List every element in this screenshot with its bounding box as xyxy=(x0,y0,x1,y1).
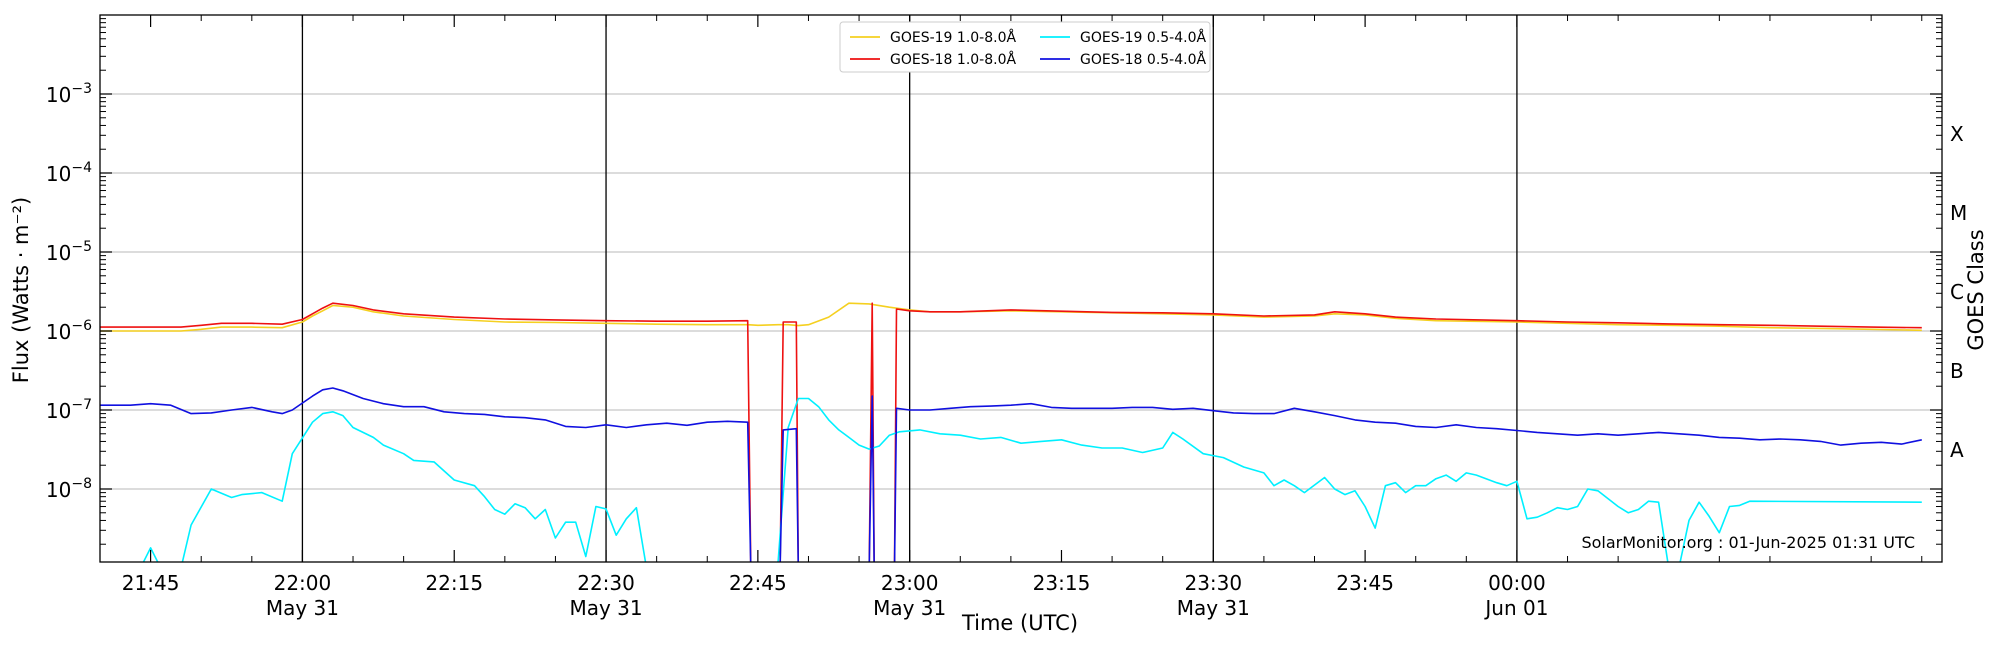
x-tick-date-label: May 31 xyxy=(266,596,339,620)
goes-class-label: X xyxy=(1950,122,1964,146)
legend-label-4: GOES-18 0.5-4.0Å xyxy=(1080,51,1206,68)
y-axis-title: Flux (Watts · m⁻²) xyxy=(9,197,33,383)
x-tick-label: 22:45 xyxy=(729,571,787,595)
x-tick-label: 23:45 xyxy=(1336,571,1394,595)
goes-class-label: A xyxy=(1950,438,1964,462)
y-tick-label: 10−8 xyxy=(46,476,92,502)
y-tick-label: 10−3 xyxy=(46,81,92,107)
x-tick-date-label: Jun 01 xyxy=(1483,596,1548,620)
series-line-3 xyxy=(142,397,1922,562)
x-tick-label: 22:30 xyxy=(577,571,635,595)
x-tick-label: 21:45 xyxy=(122,571,180,595)
x-tick-date-label: May 31 xyxy=(873,596,946,620)
goes-class-label: M xyxy=(1950,201,1967,225)
legend-label-1: GOES-19 1.0-8.0Å xyxy=(890,29,1016,46)
goes-class-label: C xyxy=(1950,280,1964,304)
y-tick-label: 10−5 xyxy=(46,239,92,265)
series-line-2 xyxy=(100,302,1922,562)
series-line-1 xyxy=(100,302,1922,332)
x-tick-label: 22:15 xyxy=(425,571,483,595)
x-tick-date-label: May 31 xyxy=(1177,596,1250,620)
series-line-4 xyxy=(100,387,1922,562)
x-axis-title: Time (UTC) xyxy=(961,611,1078,635)
x-tick-label: 23:30 xyxy=(1184,571,1242,595)
credit-text: SolarMonitor.org : 01-Jun-2025 01:31 UTC xyxy=(1581,533,1915,552)
goes-class-axis-title: GOES Class xyxy=(1964,229,1988,350)
legend-box xyxy=(839,21,1211,73)
plot-frame xyxy=(99,14,1943,563)
x-tick-label: 23:00 xyxy=(881,571,939,595)
x-tick-label: 23:15 xyxy=(1033,571,1091,595)
x-tick-label: 00:00 xyxy=(1488,571,1546,595)
y-tick-label: 10−4 xyxy=(46,160,92,186)
y-tick-label: 10−7 xyxy=(46,397,92,423)
x-tick-date-label: May 31 xyxy=(569,596,642,620)
goes-class-label: B xyxy=(1950,359,1964,383)
y-tick-label: 10−6 xyxy=(46,318,92,344)
legend-label-3: GOES-19 0.5-4.0Å xyxy=(1080,29,1206,46)
legend-label-2: GOES-18 1.0-8.0Å xyxy=(890,51,1016,68)
x-tick-label: 22:00 xyxy=(274,571,332,595)
